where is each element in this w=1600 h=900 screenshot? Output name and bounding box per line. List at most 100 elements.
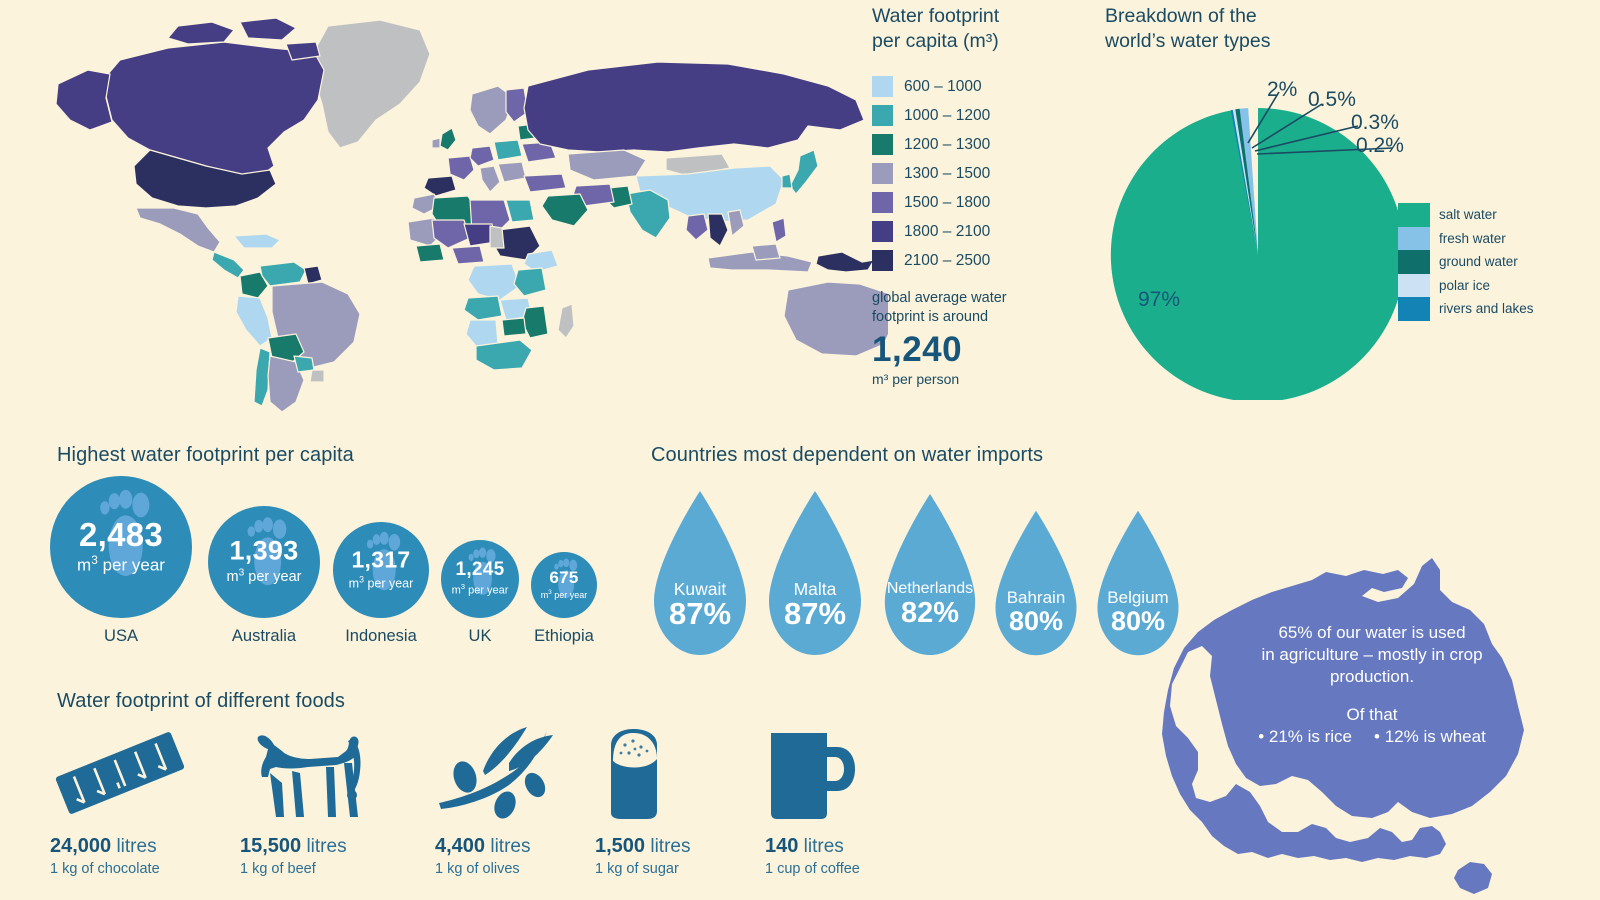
australia-bullet-wheat: • 12% is wheat	[1374, 727, 1486, 746]
country-philippines	[771, 217, 787, 243]
food-amount-unit: litres	[645, 836, 691, 857]
food-item[interactable]: 24,000 litres 1 kg of chocolate	[50, 726, 190, 877]
country-peru	[235, 295, 273, 347]
import-droplet-item[interactable]: Netherlands 82%	[880, 492, 980, 657]
food-amount: 1,500 litres	[595, 835, 690, 858]
pie-legend-swatch-icon	[1398, 297, 1430, 321]
droplet-label-block: Belgium 80%	[1092, 589, 1184, 636]
footprint-foot-icon	[466, 546, 498, 603]
sugar-sack-icon	[595, 726, 690, 821]
country-france	[447, 155, 475, 181]
food-amount: 15,500 litres	[240, 835, 372, 858]
country-sea-mainland	[685, 213, 709, 241]
footprint-item[interactable]: 1,393 m3 per year Australia	[208, 506, 320, 646]
footprint-unit: m3 per year	[226, 567, 302, 586]
footprint-section-title: Highest water footprint per capita	[57, 444, 354, 466]
footprint-circle: 675 m3 per year	[531, 552, 597, 618]
legend-label: 1000 – 1200	[904, 106, 991, 124]
map-legend-title: Water footprint per capita (m³)	[872, 5, 1000, 52]
legend-swatch-icon	[872, 163, 893, 184]
import-droplet-item[interactable]: Malta 87%	[765, 489, 865, 657]
food-description: 1 kg of olives	[435, 861, 520, 877]
food-amount: 24,000 litres	[50, 835, 190, 858]
legend-label: 2100 – 2500	[904, 251, 991, 269]
footprint-item[interactable]: 2,483 m3 per year USA	[50, 476, 192, 646]
pie-chart-title: Breakdown of the world’s water types	[1105, 5, 1271, 52]
droplet-icon	[1097, 510, 1179, 656]
import-droplet-item[interactable]: Belgium 80%	[1092, 509, 1184, 657]
country-uruguay	[309, 369, 325, 383]
country-south-africa	[475, 339, 533, 371]
pie-legend-swatch-icon	[1398, 250, 1430, 274]
australia-bullet-rice: • 21% is rice	[1258, 727, 1353, 746]
footprint-item[interactable]: 1,245 m3 per year UK	[441, 540, 519, 646]
australia-line-3: production.	[1329, 667, 1415, 686]
food-amount-value: 24,000	[50, 835, 112, 857]
country-nigeria	[451, 245, 485, 265]
pie-slice-salt-water	[1110, 108, 1405, 402]
pie-slice-rivers-lakes	[1230, 109, 1258, 256]
coffee-mug-icon	[765, 726, 860, 821]
global-average-note: global average water footprint is around	[872, 290, 1007, 325]
country-central-america	[211, 251, 245, 279]
food-amount-value: 4,400	[435, 835, 486, 857]
cow-icon	[240, 726, 372, 821]
country-borneo	[751, 243, 781, 261]
world-choropleth-map	[28, 8, 888, 428]
food-description: 1 kg of sugar	[595, 861, 679, 877]
country-usa	[133, 149, 277, 209]
food-amount-unit: litres	[111, 836, 157, 857]
footprint-value: 675	[549, 567, 579, 587]
australia-text-block: 65% of our water is used in agriculture …	[1222, 622, 1522, 748]
import-droplet-item[interactable]: Kuwait 87%	[650, 489, 750, 657]
footprint-unit: m3 per year	[77, 553, 165, 575]
country-ethiopia	[523, 249, 559, 273]
footprint-item[interactable]: 675 m3 per year Ethiopia	[531, 552, 597, 646]
legend-label: 1200 – 1300	[904, 135, 991, 153]
footprint-country-label: UK	[468, 627, 492, 645]
footprint-value: 1,245	[455, 558, 505, 580]
legend-row-6: 2100 – 2500	[872, 246, 1092, 275]
food-item[interactable]: 140 litres 1 cup of coffee	[765, 726, 860, 877]
droplet-percent-value: 80%	[1008, 605, 1064, 636]
country-india	[625, 189, 671, 239]
legend-label: 600 – 1000	[904, 77, 982, 95]
droplet-label-block: Bahrain 80%	[990, 589, 1082, 636]
country-kenya-tz	[513, 267, 547, 297]
pie-legend-label: salt water	[1439, 207, 1497, 223]
country-thailand	[707, 213, 729, 247]
footprint-country-label: Australia	[231, 627, 297, 645]
country-alaska	[55, 69, 113, 131]
food-item[interactable]: 4,400 litres 1 kg of olives	[435, 726, 561, 877]
country-angola	[463, 295, 503, 321]
food-item[interactable]: 1,500 litres 1 kg of sugar	[595, 726, 690, 877]
footprint-value-block: 675 m3 per year	[531, 569, 597, 600]
footprint-circle: 2,483 m3 per year	[50, 476, 192, 618]
legend-swatch-icon	[872, 250, 893, 271]
global-average-unit: m³ per person	[872, 371, 960, 387]
food-item[interactable]: 15,500 litres 1 kg of beef	[240, 726, 372, 877]
country-venezuela	[259, 261, 307, 287]
food-description: 1 kg of chocolate	[50, 861, 160, 877]
food-amount-unit: litres	[485, 836, 531, 857]
country-west-coast	[415, 243, 445, 263]
imports-section-title: Countries most dependent on water import…	[651, 444, 1044, 466]
legend-row-5: 1800 – 2100	[872, 217, 1092, 246]
pie-callout-ground-water: 0.5%	[1308, 88, 1356, 111]
import-droplet-item[interactable]: Bahrain 80%	[990, 509, 1082, 657]
droplet-percent-value: 82%	[900, 596, 960, 629]
country-kazakhstan	[567, 149, 647, 181]
droplet-country-label: Kuwait	[673, 578, 727, 599]
droplet-label-block: Netherlands 82%	[880, 580, 980, 629]
legend-swatch-icon	[872, 221, 893, 242]
droplet-country-label: Netherlands	[886, 580, 974, 598]
country-papua-new-guinea	[815, 251, 875, 273]
map-legend-bins: 600 – 1000 1000 – 1200 1200 – 1300 1300 – 1…	[872, 72, 1092, 275]
pie-callout-fresh-water: 2%	[1267, 78, 1298, 101]
country-namibia	[465, 319, 499, 347]
footprint-country-label: Ethiopia	[534, 627, 594, 645]
droplet-icon	[769, 491, 861, 655]
country-zimbabwe	[501, 317, 527, 337]
footprint-item[interactable]: 1,317 m3 per year Indonesia	[333, 522, 429, 646]
